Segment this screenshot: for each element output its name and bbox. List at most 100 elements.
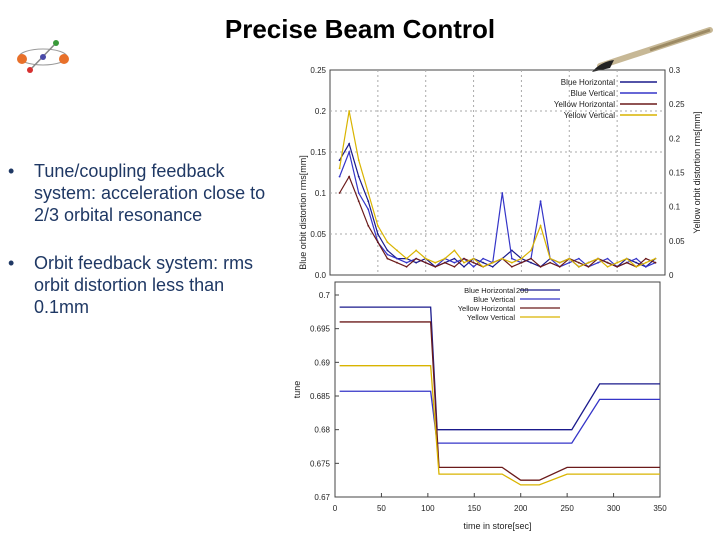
bottom-y-tick-label: 0.68 [314, 426, 330, 435]
top-series-point-2 [396, 261, 398, 264]
bullet-dot: • [8, 161, 15, 181]
top-series-point-3 [357, 159, 360, 162]
bottom-legend-label: Blue Horizontal [464, 286, 515, 295]
top-series-point-2 [424, 261, 427, 264]
bottom-x-tick-label: 150 [468, 504, 482, 513]
top-y-axis-title: Blue orbit distortion rms[mm] [298, 155, 308, 270]
top-series-point-0 [367, 200, 370, 203]
top-series-point-1 [367, 208, 370, 211]
top-series-point-2 [405, 265, 408, 268]
bullet-item: • Orbit feedback system: rms orbit distor… [8, 252, 283, 318]
top-series-point-3 [367, 192, 370, 194]
bottom-series-line-3 [339, 365, 660, 486]
top-series-point-2 [348, 175, 351, 178]
top-series-point-1 [501, 192, 504, 194]
top-legend-label: Blue Vertical [571, 89, 616, 98]
top-series-point-2 [549, 261, 552, 264]
top-series-point-2 [510, 265, 513, 268]
top-series-point-3 [463, 261, 465, 264]
top-y2-tick-label: 0.25 [669, 100, 685, 109]
top-series-point-1 [453, 261, 456, 264]
bottom-y-tick-label: 0.7 [319, 291, 331, 300]
top-series-point-2 [472, 261, 475, 264]
top-series-point-1 [568, 261, 571, 264]
bullet-text: Orbit feedback system: rms orbit distort… [34, 253, 254, 317]
top-y2-tick-label: 0.1 [669, 203, 681, 212]
top-series-point-3 [520, 257, 523, 260]
top-series-point-3 [549, 257, 552, 260]
top-series-point-2 [539, 265, 542, 268]
top-series-point-2 [453, 265, 456, 268]
top-series-point-1 [482, 257, 485, 260]
top-series-point-3 [558, 261, 561, 264]
top-series-point-0 [338, 159, 341, 162]
top-series-point-3 [654, 257, 657, 260]
bottom-y-tick-label: 0.685 [310, 392, 331, 401]
bottom-y-tick-label: 0.675 [310, 459, 331, 468]
top-series-point-3 [338, 167, 341, 170]
top-legend-label: Yellow Horizontal [554, 100, 615, 109]
top-series-point-3 [530, 249, 532, 252]
top-series-point-3 [501, 257, 504, 260]
top-series-point-1 [386, 253, 389, 256]
top-series-point-2 [587, 265, 590, 268]
bottom-y-tick-label: 0.695 [310, 325, 331, 334]
top-series-point-3 [587, 261, 590, 264]
top-series-point-1 [539, 200, 542, 203]
top-series-point-2 [357, 200, 360, 203]
top-series-point-2 [367, 224, 370, 227]
top-series-point-3 [424, 257, 427, 260]
bottom-legend-label: Blue Vertical [473, 295, 515, 304]
slide-title: Precise Beam Control [224, 14, 496, 44]
bullet-item: • Tune/coupling feedback system: accelera… [8, 160, 283, 226]
top-series-point-2 [558, 265, 561, 268]
top-plot-frame [329, 69, 666, 276]
top-y-tick-label: 0.15 [310, 148, 326, 157]
top-series-point-3 [396, 249, 398, 252]
top-series-point-1 [405, 261, 408, 264]
top-series-point-2 [625, 261, 628, 264]
top-series-point-3 [644, 261, 647, 264]
top-series-point-2 [530, 257, 532, 260]
bottom-x-tick-label: 0 [333, 504, 338, 513]
top-y-tick-label: 0.1 [315, 189, 327, 198]
bottom-x-tick-label: 200 [514, 504, 528, 513]
top-series-point-3 [635, 265, 638, 268]
bullet-dot: • [8, 253, 15, 273]
top-series-point-0 [357, 175, 360, 178]
bottom-x-tick-label: 350 [653, 504, 667, 513]
top-series-point-3 [606, 265, 609, 268]
bottom-legend-label: Yellow Horizontal [458, 304, 516, 313]
top-series-point-2 [644, 257, 647, 260]
top-series-point-2 [520, 261, 523, 264]
top-series-point-3 [616, 261, 619, 264]
top-series-point-3 [577, 265, 580, 268]
top-series-point-1 [472, 265, 475, 268]
bottom-legend-label: Yellow Vertical [467, 313, 515, 322]
top-series-point-0 [415, 261, 418, 264]
top-series-point-0 [386, 249, 389, 252]
top-y2-tick-label: 0.3 [669, 66, 681, 75]
top-series-point-2 [606, 261, 609, 264]
top-series-point-0 [491, 265, 494, 268]
top-legend-label: Yellow Vertical [564, 111, 616, 120]
bullet-text: Tune/coupling feedback system: accelerat… [34, 161, 266, 225]
top-series-point-0 [453, 257, 456, 260]
top-series-point-0 [510, 249, 513, 252]
top-series-point-3 [539, 224, 542, 227]
top-y2-tick-label: 0.15 [669, 169, 685, 178]
top-series-point-3 [482, 265, 485, 268]
top-series-point-2 [434, 265, 437, 268]
top-series-line-0 [339, 142, 656, 268]
top-y2-axis-title: Yellow orbit distortion rms[mm] [692, 111, 702, 233]
beam-control-plots: 0.25 0.2 0.15 0.1 0.05 0.0 0.3 0.25 0.2 0.15 0.1 0.… [292, 66, 702, 531]
bottom-series-line-1 [339, 390, 660, 444]
top-series-point-1 [348, 151, 351, 153]
top-series-point-2 [386, 257, 389, 260]
top-series-point-3 [510, 261, 513, 264]
top-series-point-3 [625, 257, 628, 260]
bottom-x-axis-title: time in store[sec] [463, 521, 531, 531]
top-series-point-3 [376, 224, 379, 227]
top-y-tick-label: 0.25 [310, 66, 326, 75]
top-y-tick-label: 0.0 [315, 271, 327, 280]
